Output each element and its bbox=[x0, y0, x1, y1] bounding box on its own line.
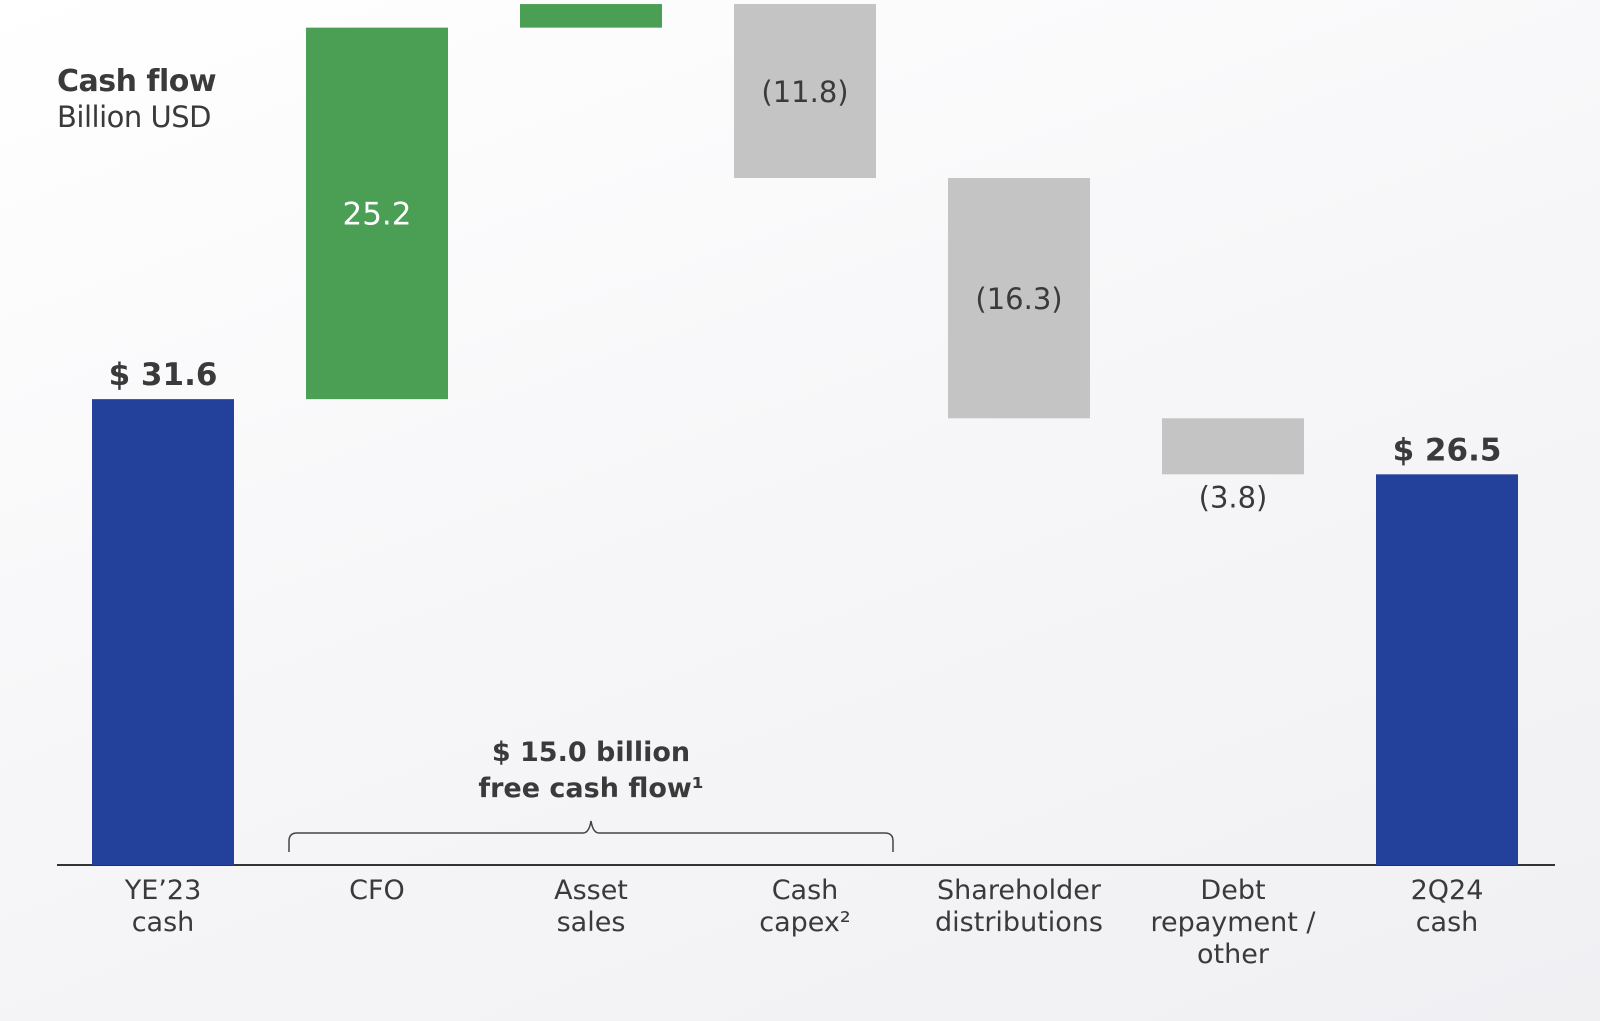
chart-subtitle: Billion USD bbox=[57, 100, 211, 134]
category-label-6-0: 2Q24 bbox=[1411, 875, 1484, 906]
data-label-4: (16.3) bbox=[975, 282, 1062, 316]
category-label-0-0: YE’23 bbox=[124, 875, 202, 906]
category-label-2-0: Asset bbox=[554, 875, 628, 906]
category-label-4-1: distributions bbox=[935, 907, 1103, 938]
category-label-3-1: capex² bbox=[759, 907, 850, 938]
category-label-5-2: other bbox=[1197, 939, 1270, 970]
category-label-0-1: cash bbox=[132, 907, 195, 938]
category-label-6-1: cash bbox=[1416, 907, 1479, 938]
bar-1 bbox=[306, 27, 448, 400]
data-label-5: (3.8) bbox=[1199, 480, 1268, 514]
free-cash-flow-annotation-1: free cash flow¹ bbox=[478, 773, 703, 804]
free-cash-flow-brace bbox=[288, 820, 894, 852]
bar-3 bbox=[734, 4, 876, 179]
category-label-5-1: repayment / bbox=[1150, 907, 1316, 938]
category-label-1-0: CFO bbox=[349, 875, 405, 906]
bar-4 bbox=[948, 178, 1090, 419]
bar-2 bbox=[520, 4, 662, 28]
category-label-4-0: Shareholder bbox=[937, 875, 1102, 906]
category-label-2-1: sales bbox=[557, 907, 626, 938]
bar-0 bbox=[92, 399, 234, 865]
data-label-1: 25.2 bbox=[342, 196, 411, 232]
data-label-3: (11.8) bbox=[761, 75, 848, 109]
chart-title: Cash flow bbox=[57, 64, 217, 99]
bar-5 bbox=[1162, 418, 1304, 475]
bar-6 bbox=[1376, 474, 1518, 865]
category-label-5-0: Debt bbox=[1200, 875, 1265, 906]
data-label-6: $ 26.5 bbox=[1393, 432, 1502, 468]
category-label-3-0: Cash bbox=[772, 875, 839, 906]
free-cash-flow-annotation-0: $ 15.0 billion bbox=[492, 737, 690, 768]
chart-title-block: Cash flow Billion USD bbox=[57, 64, 217, 134]
data-label-0: $ 31.6 bbox=[109, 357, 218, 393]
